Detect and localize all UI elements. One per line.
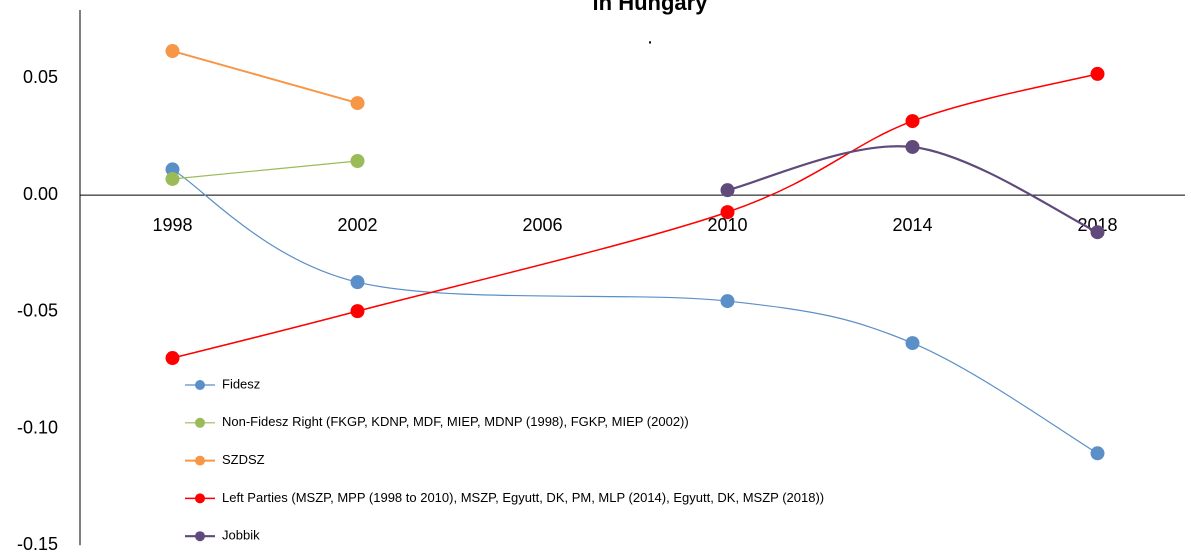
data-point (165, 351, 180, 366)
x-tick-label: 2002 (337, 215, 377, 235)
legend-marker (195, 493, 205, 504)
data-point (1090, 225, 1105, 240)
x-tick-label: 2010 (707, 215, 747, 235)
legend-label: Fidesz (222, 376, 260, 391)
data-point (350, 304, 365, 319)
data-point (350, 275, 365, 290)
series-line (172, 168, 1098, 454)
data-point (350, 96, 365, 111)
x-tick-label: 2006 (522, 215, 562, 235)
data-point (720, 205, 735, 220)
data-point (350, 153, 365, 168)
series-line (172, 160, 358, 180)
legend-marker (195, 380, 205, 390)
x-tick-label: 1998 (152, 215, 192, 235)
series-line (172, 73, 1098, 359)
legend-marker (195, 455, 205, 466)
legend-label: Jobbik (222, 528, 260, 543)
y-tick-label: -0.10 (17, 417, 58, 437)
x-tick-label: 2018 (1077, 215, 1117, 235)
legend-marker (195, 417, 205, 428)
data-point (720, 294, 735, 309)
legend-marker (195, 531, 205, 542)
y-tick-label: -0.15 (17, 534, 58, 554)
data-point (165, 171, 180, 186)
y-tick-label: 0.00 (23, 184, 58, 204)
annotation: . (647, 26, 653, 48)
legend-label: Non-Fidesz Right (FKGP, KDNP, MDF, MIEP,… (222, 414, 689, 429)
data-point (165, 44, 180, 59)
data-point (1090, 66, 1105, 81)
y-tick-label: -0.05 (17, 301, 58, 321)
data-point (165, 162, 180, 177)
series-line (172, 50, 358, 105)
legend-label: SZDSZ (222, 452, 265, 467)
chart-title: in Hungary (593, 0, 709, 15)
legend-label: Left Parties (MSZP, MPP (1998 to 2010), … (222, 490, 824, 505)
data-point (905, 336, 920, 351)
data-point (905, 139, 920, 154)
data-point (905, 114, 920, 129)
data-point (1090, 446, 1105, 461)
x-tick-label: 2014 (892, 215, 932, 235)
y-tick-label: 0.05 (23, 67, 58, 87)
data-point (720, 183, 735, 198)
